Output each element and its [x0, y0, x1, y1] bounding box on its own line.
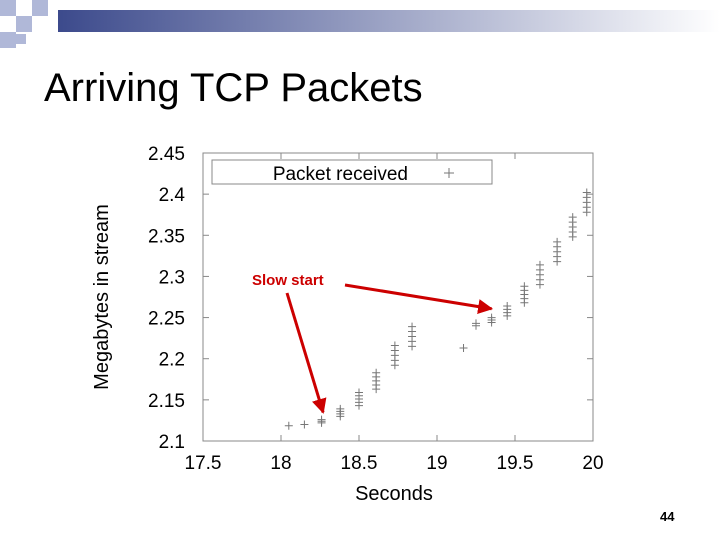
data-point	[408, 322, 417, 331]
legend-label: Packet received	[273, 164, 408, 185]
x-tick-label: 18	[270, 453, 291, 474]
decor-square	[0, 0, 16, 16]
decor-square	[16, 16, 32, 32]
data-point	[520, 282, 529, 291]
y-tick-label: 2.25	[148, 309, 185, 330]
slide-title: Arriving TCP Packets	[44, 66, 423, 110]
x-tick-label: 20	[582, 453, 603, 474]
y-tick-label: 2.2	[159, 350, 185, 371]
data-point	[535, 260, 544, 269]
annotation-arrow	[285, 292, 327, 414]
decor-square	[32, 0, 48, 16]
y-tick-label: 2.1	[159, 432, 185, 453]
annotation-arrow	[344, 283, 494, 314]
y-axis-label: Megabytes in stream	[91, 204, 113, 390]
y-tick-label: 2.45	[148, 144, 185, 165]
data-point	[472, 319, 480, 328]
plot-frame	[202, 152, 594, 442]
y-tick-label: 2.3	[159, 267, 185, 288]
x-tick-label: 19	[426, 453, 447, 474]
data-point	[336, 404, 345, 413]
data-point	[372, 368, 381, 377]
legend-box	[211, 159, 493, 185]
data-point	[582, 188, 591, 197]
data-point	[300, 420, 309, 429]
data-point	[553, 237, 562, 246]
y-tick-label: 2.4	[159, 185, 186, 206]
data-point	[355, 388, 363, 397]
decor-square	[16, 34, 26, 44]
decor-bar-gradient	[58, 10, 720, 32]
data-point	[390, 341, 399, 350]
data-point	[568, 213, 577, 222]
x-tick-label: 17.5	[185, 453, 222, 474]
legend-marker	[444, 168, 454, 178]
data-point	[487, 313, 496, 322]
x-tick-label: 18.5	[341, 453, 378, 474]
y-tick-label: 2.35	[148, 226, 185, 247]
decor-square	[0, 32, 16, 48]
annotation-label: Slow start	[252, 272, 324, 289]
data-point	[284, 421, 293, 430]
data-point	[317, 415, 326, 424]
y-tick-label: 2.15	[148, 391, 185, 412]
x-axis-label: Seconds	[355, 483, 433, 505]
slide-decoration	[0, 0, 720, 48]
slide-number: 44	[660, 509, 675, 524]
data-point	[503, 302, 512, 311]
data-point	[459, 344, 468, 353]
x-tick-label: 19.5	[497, 453, 534, 474]
